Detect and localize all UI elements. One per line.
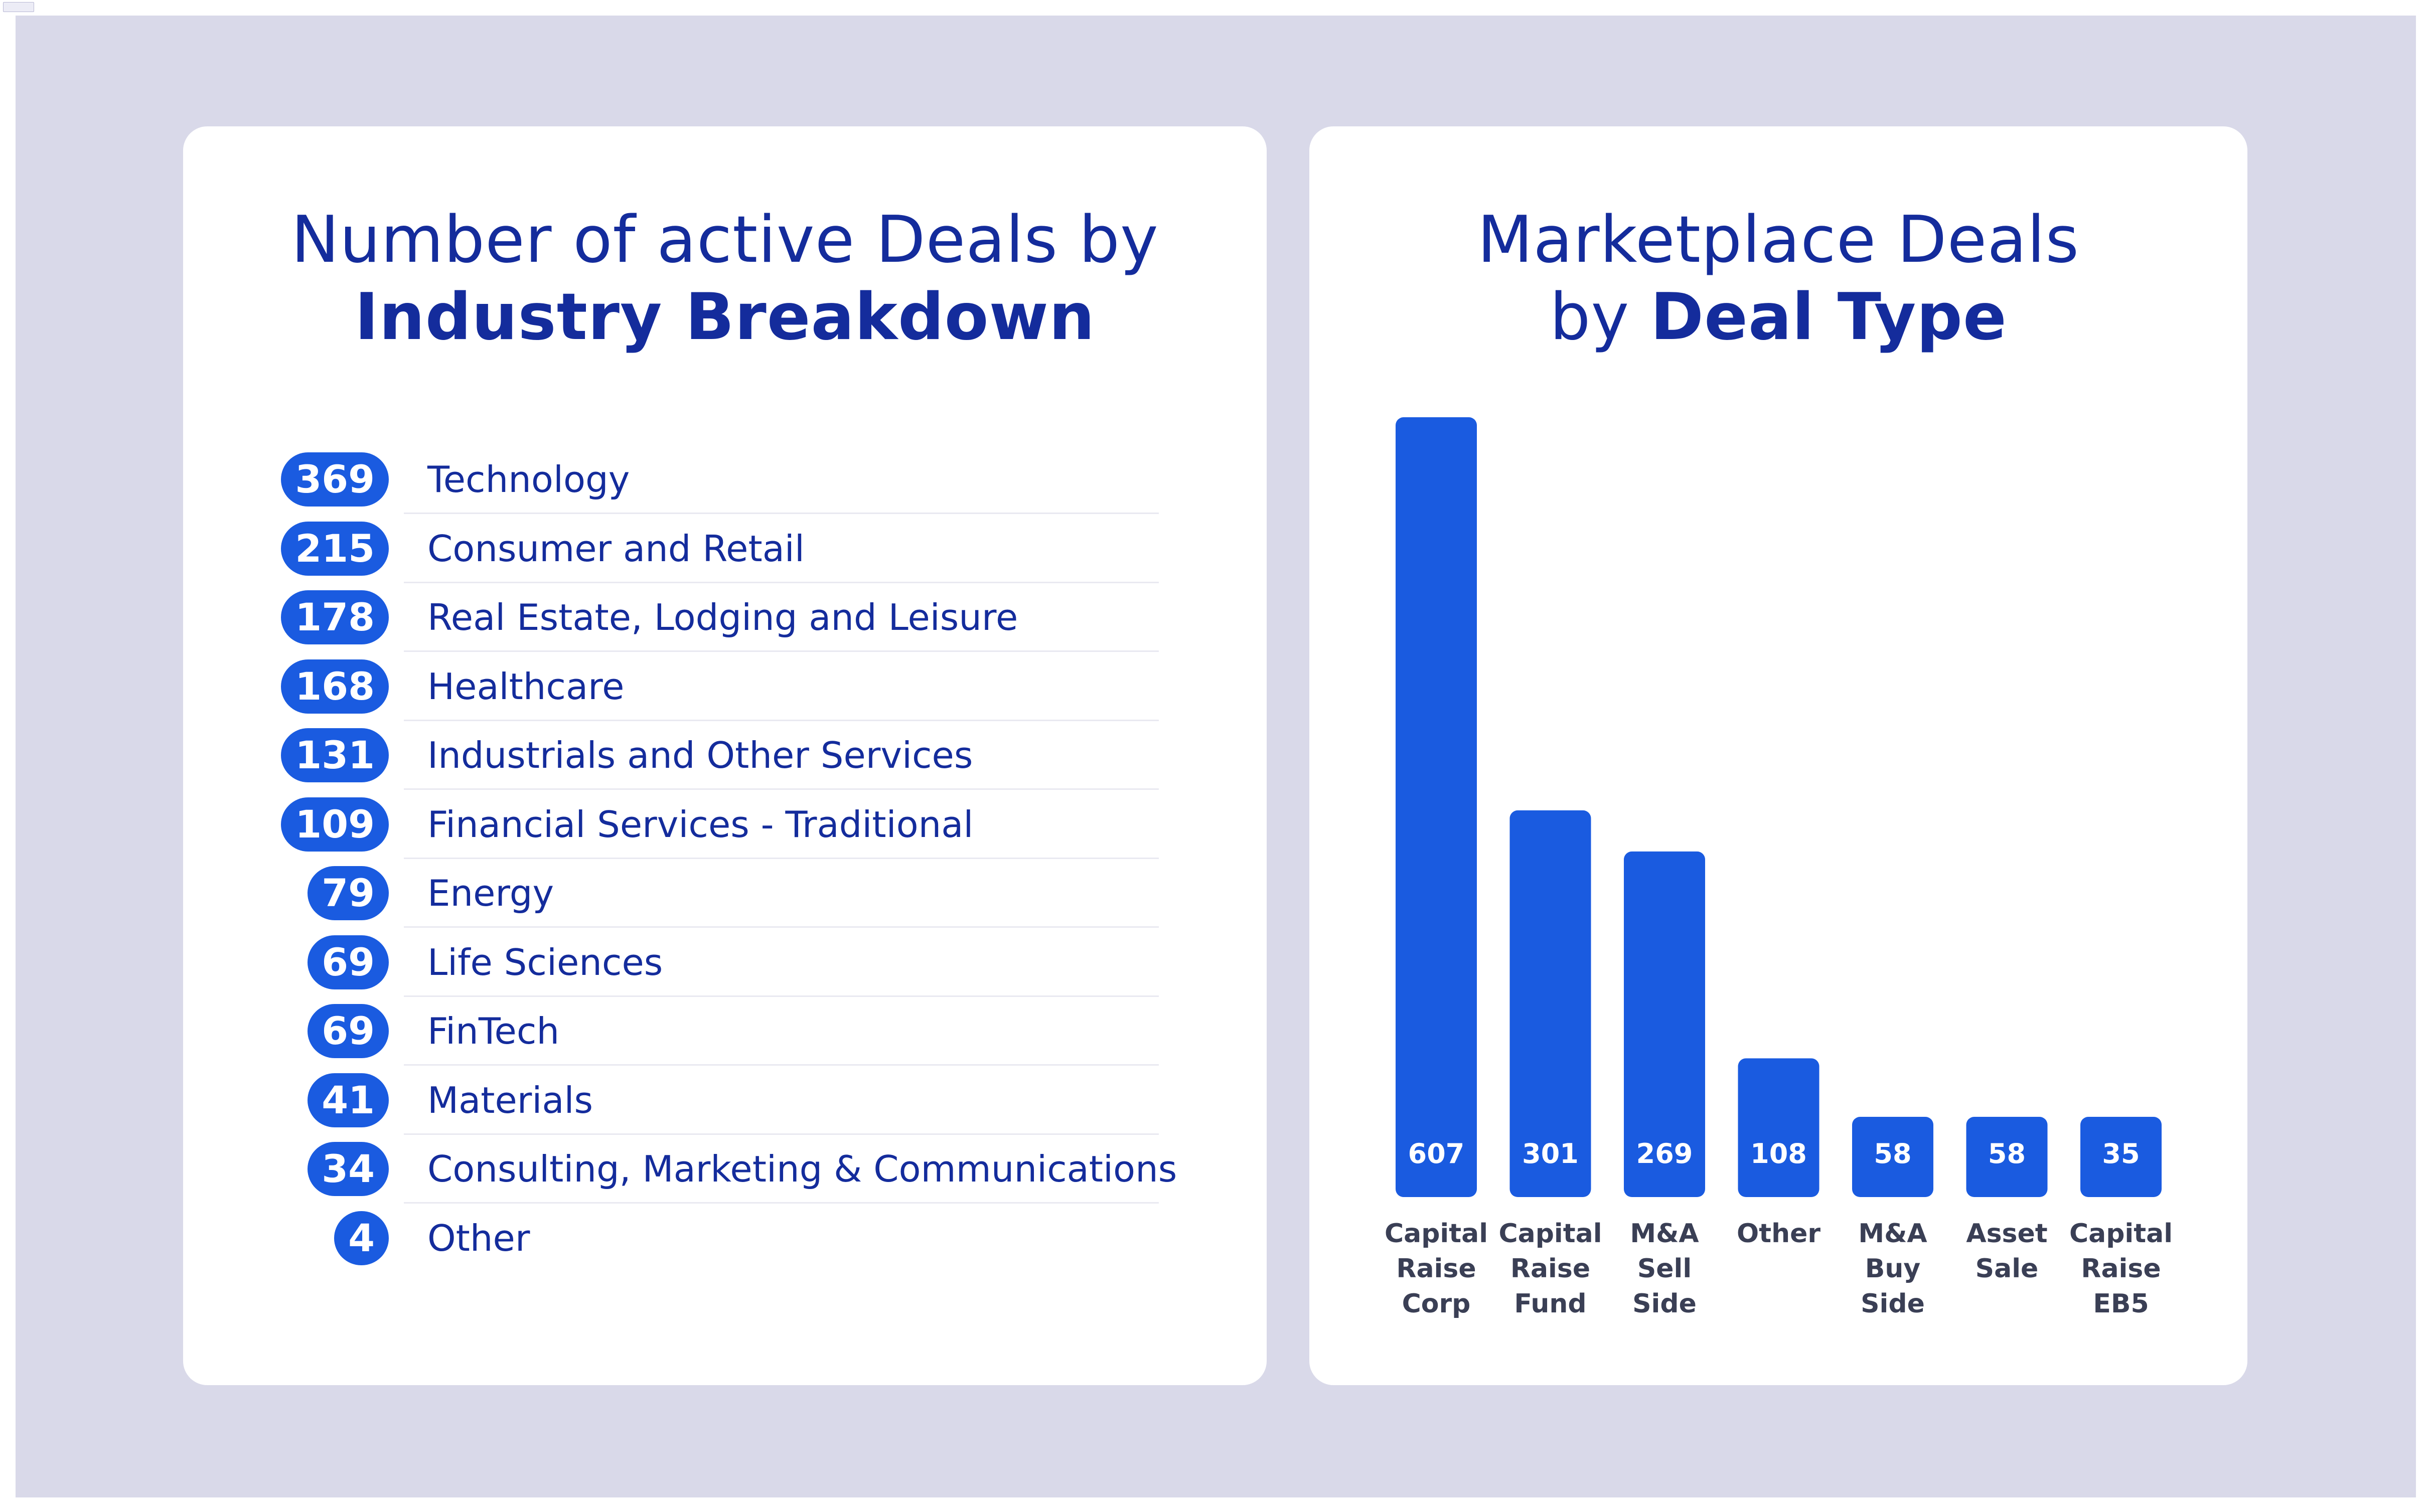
industry-count-badge: 34	[308, 1142, 389, 1196]
industry-row: 4 Other	[183, 1206, 1267, 1275]
bar	[1966, 1117, 2048, 1197]
industry-label: Consumer and Retail	[427, 527, 805, 570]
row-divider	[404, 788, 1159, 790]
industry-label: Materials	[427, 1079, 593, 1121]
industry-row: 79 Energy	[183, 861, 1267, 930]
deal-type-title-bold: Deal Type	[1650, 280, 2007, 355]
industry-row: 369 Technology	[183, 447, 1267, 517]
industry-title-line1: Number of active Deals by	[291, 203, 1159, 277]
industry-row: 34 Consulting, Marketing & Communications	[183, 1137, 1267, 1206]
industry-label: Consulting, Marketing & Communications	[427, 1148, 1177, 1190]
category-label: Fund	[1514, 1289, 1586, 1319]
category-label: Raise	[2081, 1254, 2161, 1284]
industry-row: 168 Healthcare	[183, 654, 1267, 724]
industry-label: Healthcare	[427, 665, 625, 708]
category-label: M&A	[1858, 1219, 1927, 1249]
bar-value-label: 607	[1408, 1138, 1465, 1169]
industry-count-badge: 168	[281, 659, 389, 714]
industry-label: Energy	[427, 872, 554, 914]
industry-row: 109 Financial Services - Traditional	[183, 792, 1267, 862]
bar-value-label: 108	[1750, 1138, 1807, 1169]
category-label: Side	[1632, 1289, 1697, 1319]
category-label: Side	[1861, 1289, 1925, 1319]
industry-count-badge: 79	[308, 866, 389, 920]
row-divider	[404, 1064, 1159, 1066]
industry-count-badge: 215	[281, 521, 389, 576]
row-divider	[404, 513, 1159, 514]
deal-type-title-line1: Marketplace Deals	[1477, 203, 2080, 277]
industry-label: FinTech	[427, 1010, 560, 1052]
industry-label: Technology	[427, 458, 630, 500]
bar-value-label: 35	[2102, 1138, 2140, 1169]
industry-count-badge: 4	[334, 1211, 389, 1265]
industry-title: Number of active Deals by Industry Break…	[183, 202, 1267, 356]
industry-label: Financial Services - Traditional	[427, 803, 974, 846]
industry-label: Life Sciences	[427, 941, 663, 983]
row-divider	[404, 1202, 1159, 1204]
category-label: Sale	[1976, 1254, 2039, 1284]
row-divider	[404, 995, 1159, 997]
bar	[2080, 1117, 2162, 1197]
industry-row: 69 Life Sciences	[183, 930, 1267, 999]
industry-row: 69 FinTech	[183, 999, 1267, 1068]
bar	[1624, 851, 1705, 1197]
category-label: EB5	[2093, 1289, 2149, 1319]
industry-row: 215 Consumer and Retail	[183, 517, 1267, 586]
deal-type-title-line2: by Deal Type	[1309, 279, 2247, 356]
deal-type-card: Marketplace Deals by Deal Type 607 Capita…	[1309, 126, 2247, 1385]
row-divider	[404, 857, 1159, 859]
corner-tag	[3, 2, 34, 12]
deal-type-title-prefix: by	[1550, 280, 1630, 355]
industry-title-line2: Industry Breakdown	[355, 280, 1095, 355]
category-label: Other	[1737, 1219, 1820, 1249]
bar	[1852, 1117, 1933, 1197]
category-label: Capital	[1498, 1219, 1602, 1249]
category-label: M&A	[1630, 1219, 1699, 1249]
bar-value-label: 58	[1874, 1138, 1911, 1169]
deal-type-bar-chart: 607 Capital Raise Corp 301 Capital Raise Fund 26…	[1385, 417, 2173, 1319]
category-label: Raise	[1396, 1254, 1476, 1284]
industry-count-badge: 69	[308, 1004, 389, 1058]
industry-count-badge: 178	[281, 590, 389, 644]
industry-row: 178 Real Estate, Lodging and Leisure	[183, 585, 1267, 654]
industry-count-badge: 131	[281, 728, 389, 782]
bar	[1396, 417, 1477, 1197]
bar	[1509, 810, 1591, 1197]
category-label: Buy	[1865, 1254, 1921, 1284]
industry-count-badge: 369	[281, 452, 389, 507]
row-divider	[404, 1133, 1159, 1135]
industry-card: Number of active Deals by Industry Break…	[183, 126, 1267, 1385]
category-label: Corp	[1402, 1289, 1471, 1319]
industry-row: 131 Industrials and Other Services	[183, 723, 1267, 792]
category-label: Asset	[1966, 1219, 2047, 1249]
industry-count-badge: 41	[308, 1073, 389, 1127]
industry-count-badge: 69	[308, 935, 389, 989]
row-divider	[404, 650, 1159, 652]
category-label: Sell	[1637, 1254, 1692, 1284]
category-label: Capital	[2069, 1219, 2173, 1249]
bar-value-label: 301	[1522, 1138, 1579, 1169]
industry-row: 41 Materials	[183, 1068, 1267, 1137]
bar-value-label: 58	[1988, 1138, 2026, 1169]
bar-value-label: 269	[1636, 1138, 1693, 1169]
deal-type-title: Marketplace Deals by Deal Type	[1309, 202, 2247, 356]
industry-label: Real Estate, Lodging and Leisure	[427, 596, 1018, 638]
row-divider	[404, 719, 1159, 721]
row-divider	[404, 581, 1159, 583]
industry-label: Other	[427, 1217, 530, 1259]
row-divider	[404, 926, 1159, 928]
category-label: Raise	[1510, 1254, 1590, 1284]
bar	[1738, 1058, 1819, 1197]
category-label: Capital	[1385, 1219, 1488, 1249]
industry-count-badge: 109	[281, 797, 389, 852]
industry-label: Industrials and Other Services	[427, 734, 973, 776]
